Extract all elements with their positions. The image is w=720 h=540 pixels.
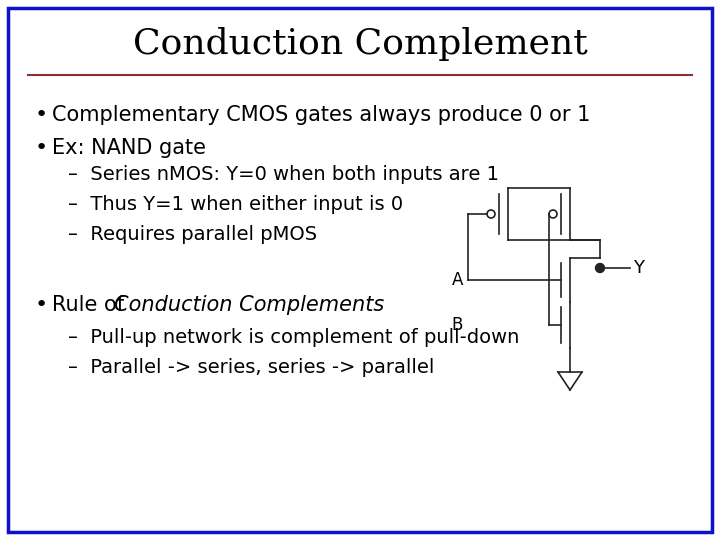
Text: •: • [35, 138, 48, 158]
Text: A: A [451, 271, 463, 289]
Text: •: • [35, 105, 48, 125]
Text: Ex: NAND gate: Ex: NAND gate [52, 138, 206, 158]
Text: –  Pull-up network is complement of pull-down: – Pull-up network is complement of pull-… [68, 328, 519, 347]
Circle shape [595, 264, 605, 273]
Text: Conduction Complements: Conduction Complements [114, 295, 384, 315]
Text: –  Requires parallel pMOS: – Requires parallel pMOS [68, 225, 317, 244]
Text: B: B [451, 316, 463, 334]
Text: –  Thus Y=1 when either input is 0: – Thus Y=1 when either input is 0 [68, 195, 403, 214]
Text: Rule of: Rule of [52, 295, 131, 315]
Text: –  Parallel -> series, series -> parallel: – Parallel -> series, series -> parallel [68, 358, 434, 377]
Text: Complementary CMOS gates always produce 0 or 1: Complementary CMOS gates always produce … [52, 105, 590, 125]
Text: Y: Y [633, 259, 644, 277]
Text: Conduction Complement: Conduction Complement [132, 27, 588, 61]
Text: •: • [35, 295, 48, 315]
Text: –  Series nMOS: Y=0 when both inputs are 1: – Series nMOS: Y=0 when both inputs are … [68, 165, 499, 184]
